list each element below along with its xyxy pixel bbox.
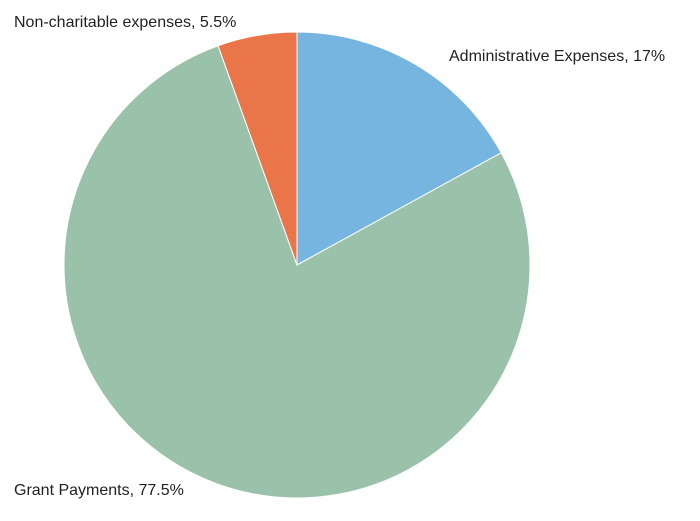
pie-slices [63, 31, 531, 499]
label-grant-payments: Grant Payments, 77.5% [14, 482, 184, 499]
pie-labels: Administrative Expenses, 17% Grant Payme… [14, 14, 665, 499]
label-non-charitable-expenses: Non-charitable expenses, 5.5% [14, 14, 236, 31]
pie-slice-administrative-expenses [296, 31, 502, 266]
pie-slice-grant-payments [63, 45, 531, 499]
label-administrative-expenses: Administrative Expenses, 17% [449, 48, 665, 65]
pie-slice-non-charitable-expenses [217, 31, 298, 266]
